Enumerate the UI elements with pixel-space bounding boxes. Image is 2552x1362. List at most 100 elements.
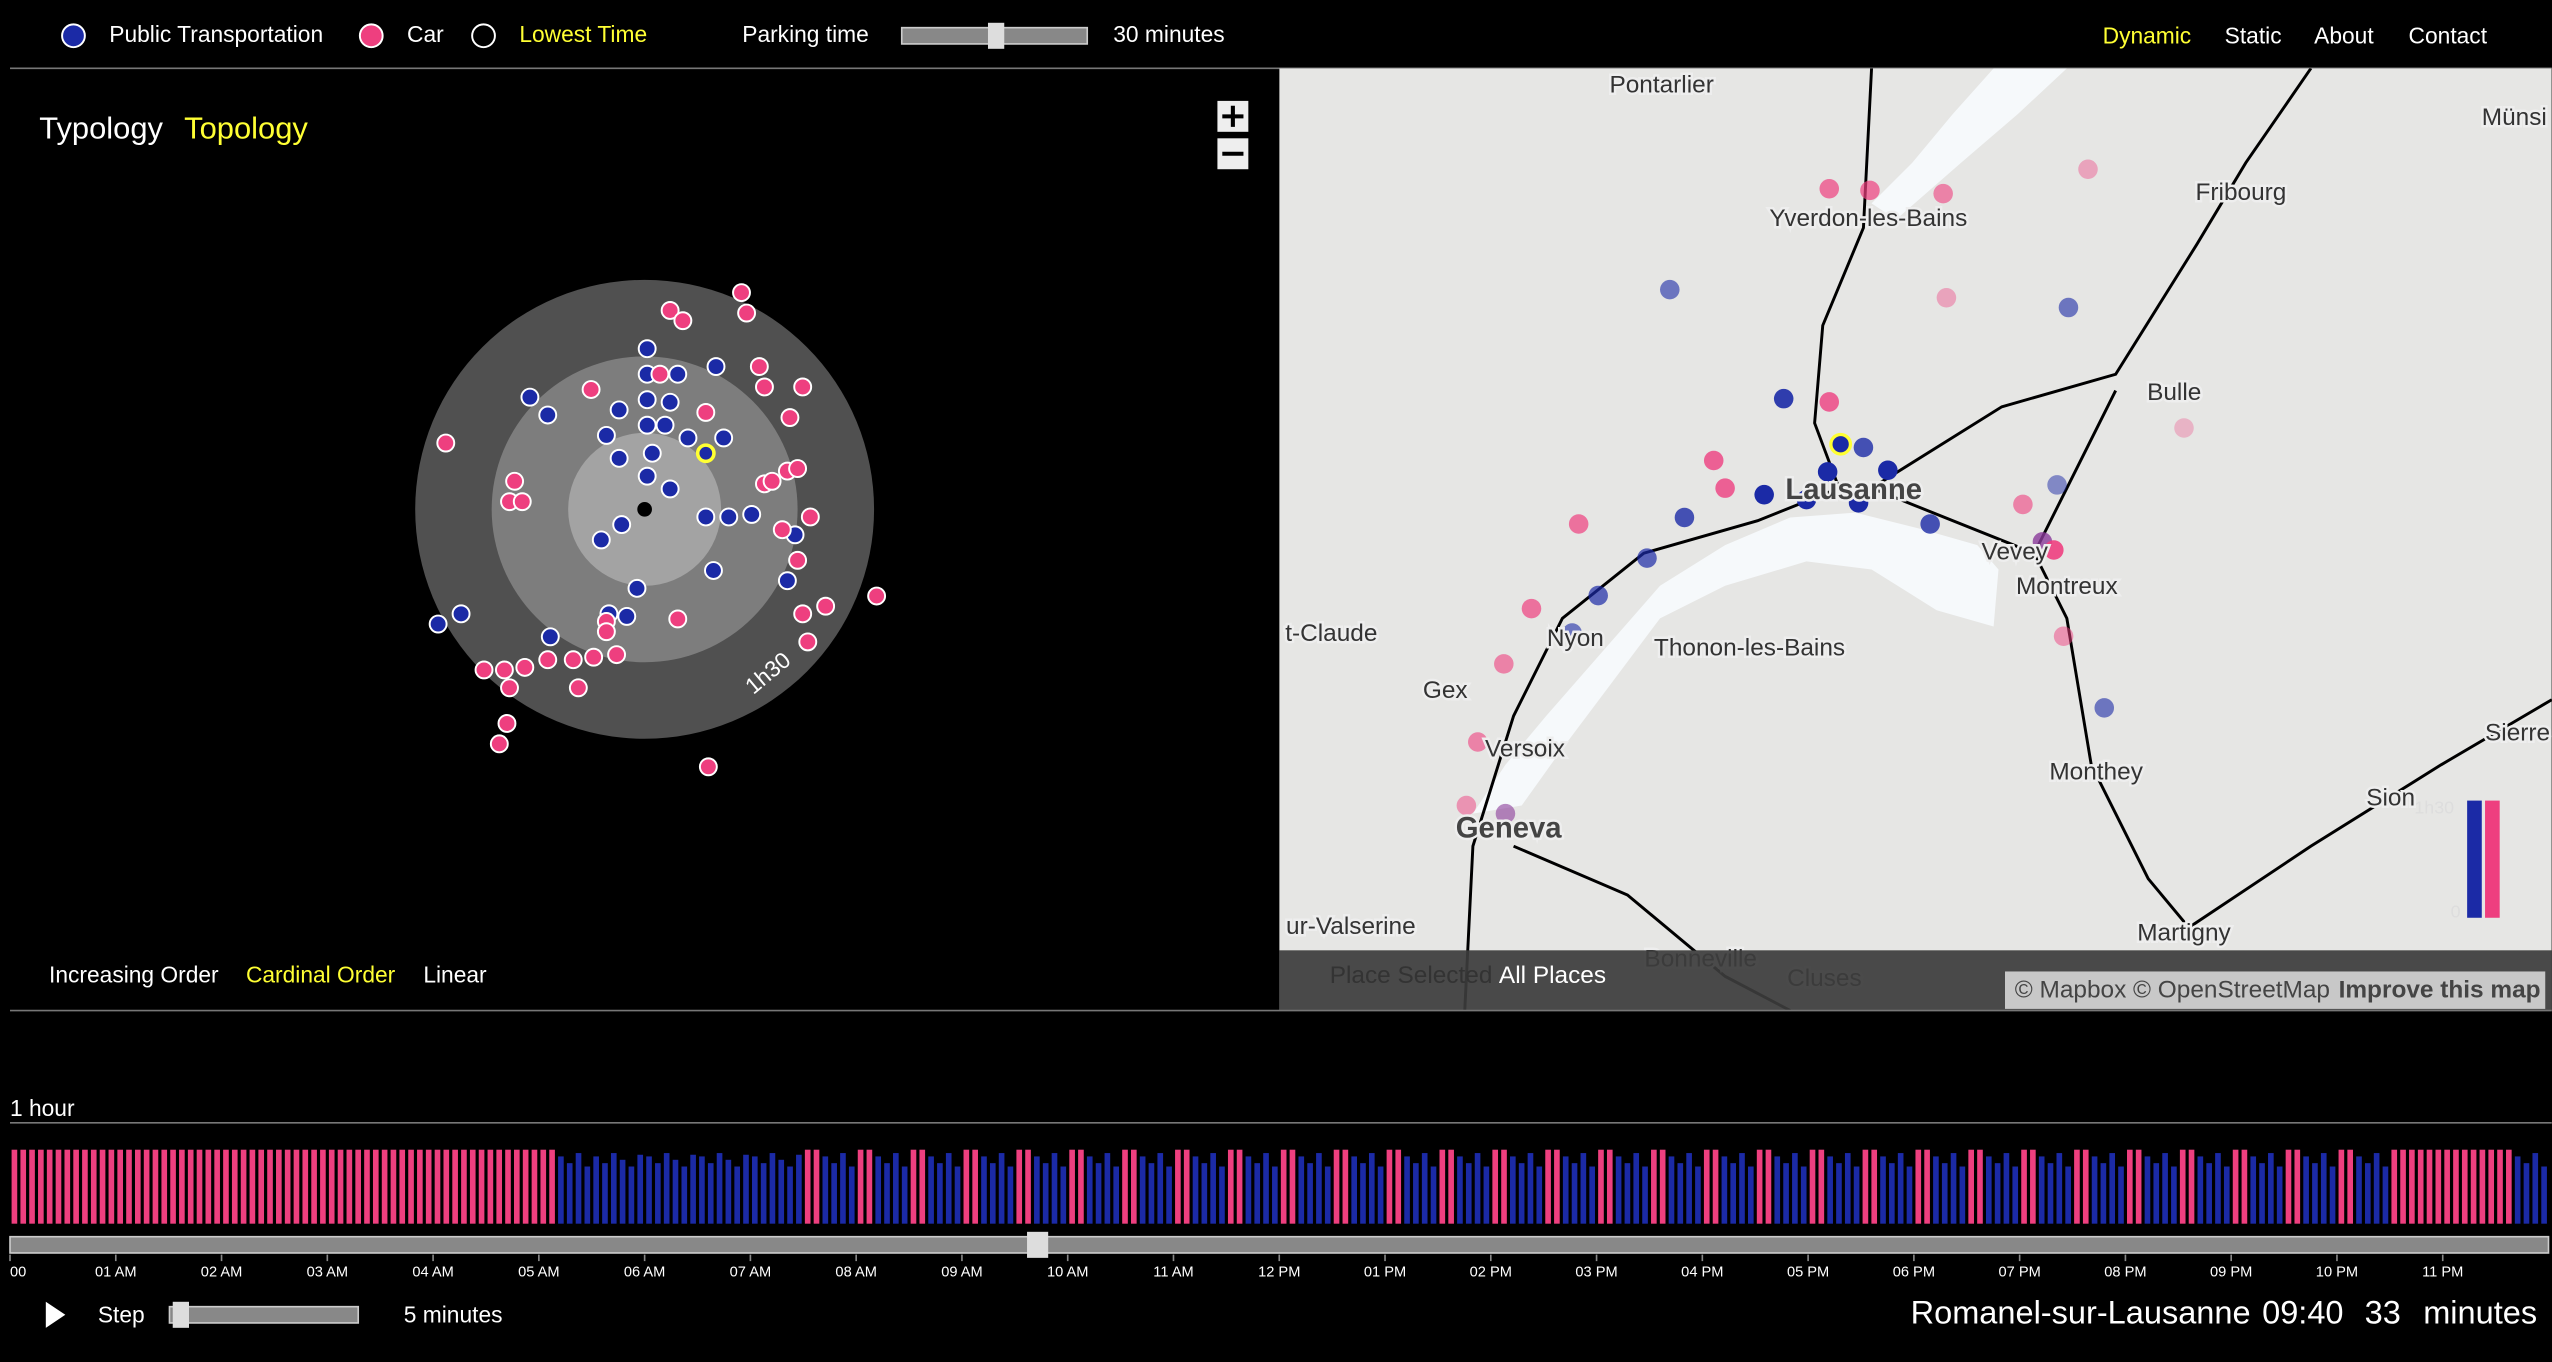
legend-swatch xyxy=(61,23,86,49)
play-button[interactable] xyxy=(45,1301,66,1328)
place-point[interactable] xyxy=(515,657,535,677)
place-point[interactable] xyxy=(596,425,616,445)
map-tab[interactable]: Place Selected xyxy=(1330,962,1493,989)
time-bar xyxy=(55,1149,62,1224)
place-point[interactable] xyxy=(591,530,611,550)
place-point[interactable] xyxy=(788,459,808,478)
map[interactable]: Pontarlier Yverdon-les-Bains Fribourg Münsi… xyxy=(1279,68,2552,1011)
nav-link[interactable]: Static xyxy=(2225,22,2282,48)
nav-link[interactable]: Dynamic xyxy=(2103,22,2192,48)
place-point[interactable] xyxy=(660,479,680,499)
place-point[interactable] xyxy=(668,609,688,629)
place-point[interactable] xyxy=(816,596,836,616)
place-point[interactable] xyxy=(650,364,670,384)
time-bar xyxy=(1025,1149,1031,1224)
place-point[interactable] xyxy=(617,606,637,626)
place-point[interactable] xyxy=(538,650,558,670)
place-point[interactable] xyxy=(800,507,820,527)
place-point[interactable] xyxy=(793,604,813,624)
place-point[interactable] xyxy=(520,387,540,407)
place-point[interactable] xyxy=(867,586,887,606)
order-option[interactable]: Linear xyxy=(423,961,487,987)
place-point[interactable] xyxy=(540,627,560,647)
place-point[interactable] xyxy=(777,571,797,591)
place-point[interactable] xyxy=(704,561,723,580)
place-point[interactable] xyxy=(451,604,471,624)
time-bar xyxy=(1430,1166,1437,1224)
place-point[interactable] xyxy=(612,515,632,535)
place-point[interactable] xyxy=(497,714,517,733)
place-point[interactable] xyxy=(668,364,688,384)
time-bar xyxy=(2312,1163,2318,1224)
map-tab[interactable]: All Places xyxy=(1499,962,1606,989)
place-point[interactable] xyxy=(772,520,792,540)
place-point[interactable] xyxy=(706,357,726,377)
time-bar xyxy=(2347,1149,2354,1224)
place-point[interactable] xyxy=(568,678,588,698)
place-point[interactable] xyxy=(563,650,583,670)
place-point[interactable] xyxy=(793,377,813,397)
place-point[interactable] xyxy=(696,403,716,422)
legend-label[interactable]: Car xyxy=(407,21,444,47)
slider-handle[interactable] xyxy=(172,1301,190,1328)
attribution-link[interactable]: Improve this map xyxy=(2339,976,2541,1003)
step-slider[interactable] xyxy=(168,1305,360,1324)
place-point[interactable] xyxy=(742,504,762,524)
time-bar xyxy=(134,1149,141,1224)
attribution[interactable]: © Mapbox © OpenStreetMap xyxy=(2015,976,2330,1003)
place-point[interactable] xyxy=(609,400,629,420)
order-option[interactable]: Cardinal Order xyxy=(246,961,396,987)
place-point[interactable] xyxy=(637,390,657,410)
place-point[interactable] xyxy=(512,492,532,512)
place-point[interactable] xyxy=(737,303,757,323)
slider-handle[interactable] xyxy=(987,22,1005,49)
order-option[interactable]: Increasing Order xyxy=(49,961,219,987)
place-point[interactable] xyxy=(642,443,662,463)
place-point[interactable] xyxy=(762,471,782,491)
place-point[interactable] xyxy=(780,408,800,427)
place-point[interactable] xyxy=(660,301,680,320)
place-point[interactable] xyxy=(538,405,558,425)
selected-point[interactable] xyxy=(695,443,716,464)
place-point[interactable] xyxy=(678,428,698,448)
nav-link[interactable]: About xyxy=(2314,22,2374,48)
place-point[interactable] xyxy=(660,392,680,412)
place-point[interactable] xyxy=(489,734,509,754)
place-point[interactable] xyxy=(719,507,739,527)
place-point[interactable] xyxy=(696,507,716,527)
place-point[interactable] xyxy=(755,377,774,397)
legend-label[interactable]: Lowest Time xyxy=(519,21,647,47)
place-point[interactable] xyxy=(428,614,448,634)
place-point[interactable] xyxy=(798,632,818,652)
time-slider[interactable] xyxy=(9,1235,2550,1254)
time-bar xyxy=(1950,1153,1957,1224)
place-point[interactable] xyxy=(749,357,769,377)
place-point[interactable] xyxy=(596,622,616,642)
legend-label[interactable]: Public Transportation xyxy=(109,21,323,47)
place-point[interactable] xyxy=(500,678,519,698)
place-point[interactable] xyxy=(788,550,808,570)
place-point[interactable] xyxy=(627,578,647,598)
time-bar xyxy=(2047,1163,2054,1224)
place-point[interactable] xyxy=(637,339,657,359)
place-point[interactable] xyxy=(494,660,514,680)
place-point[interactable] xyxy=(732,283,751,303)
place-point[interactable] xyxy=(607,645,627,665)
place-point[interactable] xyxy=(609,448,629,468)
place-point[interactable] xyxy=(637,415,657,435)
tab[interactable]: Typology xyxy=(39,110,163,145)
tab[interactable]: Topology xyxy=(184,110,308,145)
place-point[interactable] xyxy=(505,471,525,491)
place-point[interactable] xyxy=(673,311,693,331)
place-point[interactable] xyxy=(698,757,718,777)
nav-link[interactable]: Contact xyxy=(2409,22,2488,48)
place-point[interactable] xyxy=(474,660,494,680)
place-point[interactable] xyxy=(581,380,601,399)
place-point[interactable] xyxy=(637,466,657,486)
place-point[interactable] xyxy=(655,415,675,435)
place-point[interactable] xyxy=(436,433,456,453)
place-point[interactable] xyxy=(584,647,604,667)
place-point[interactable] xyxy=(714,428,734,448)
time-slider-handle[interactable] xyxy=(1027,1231,1049,1258)
